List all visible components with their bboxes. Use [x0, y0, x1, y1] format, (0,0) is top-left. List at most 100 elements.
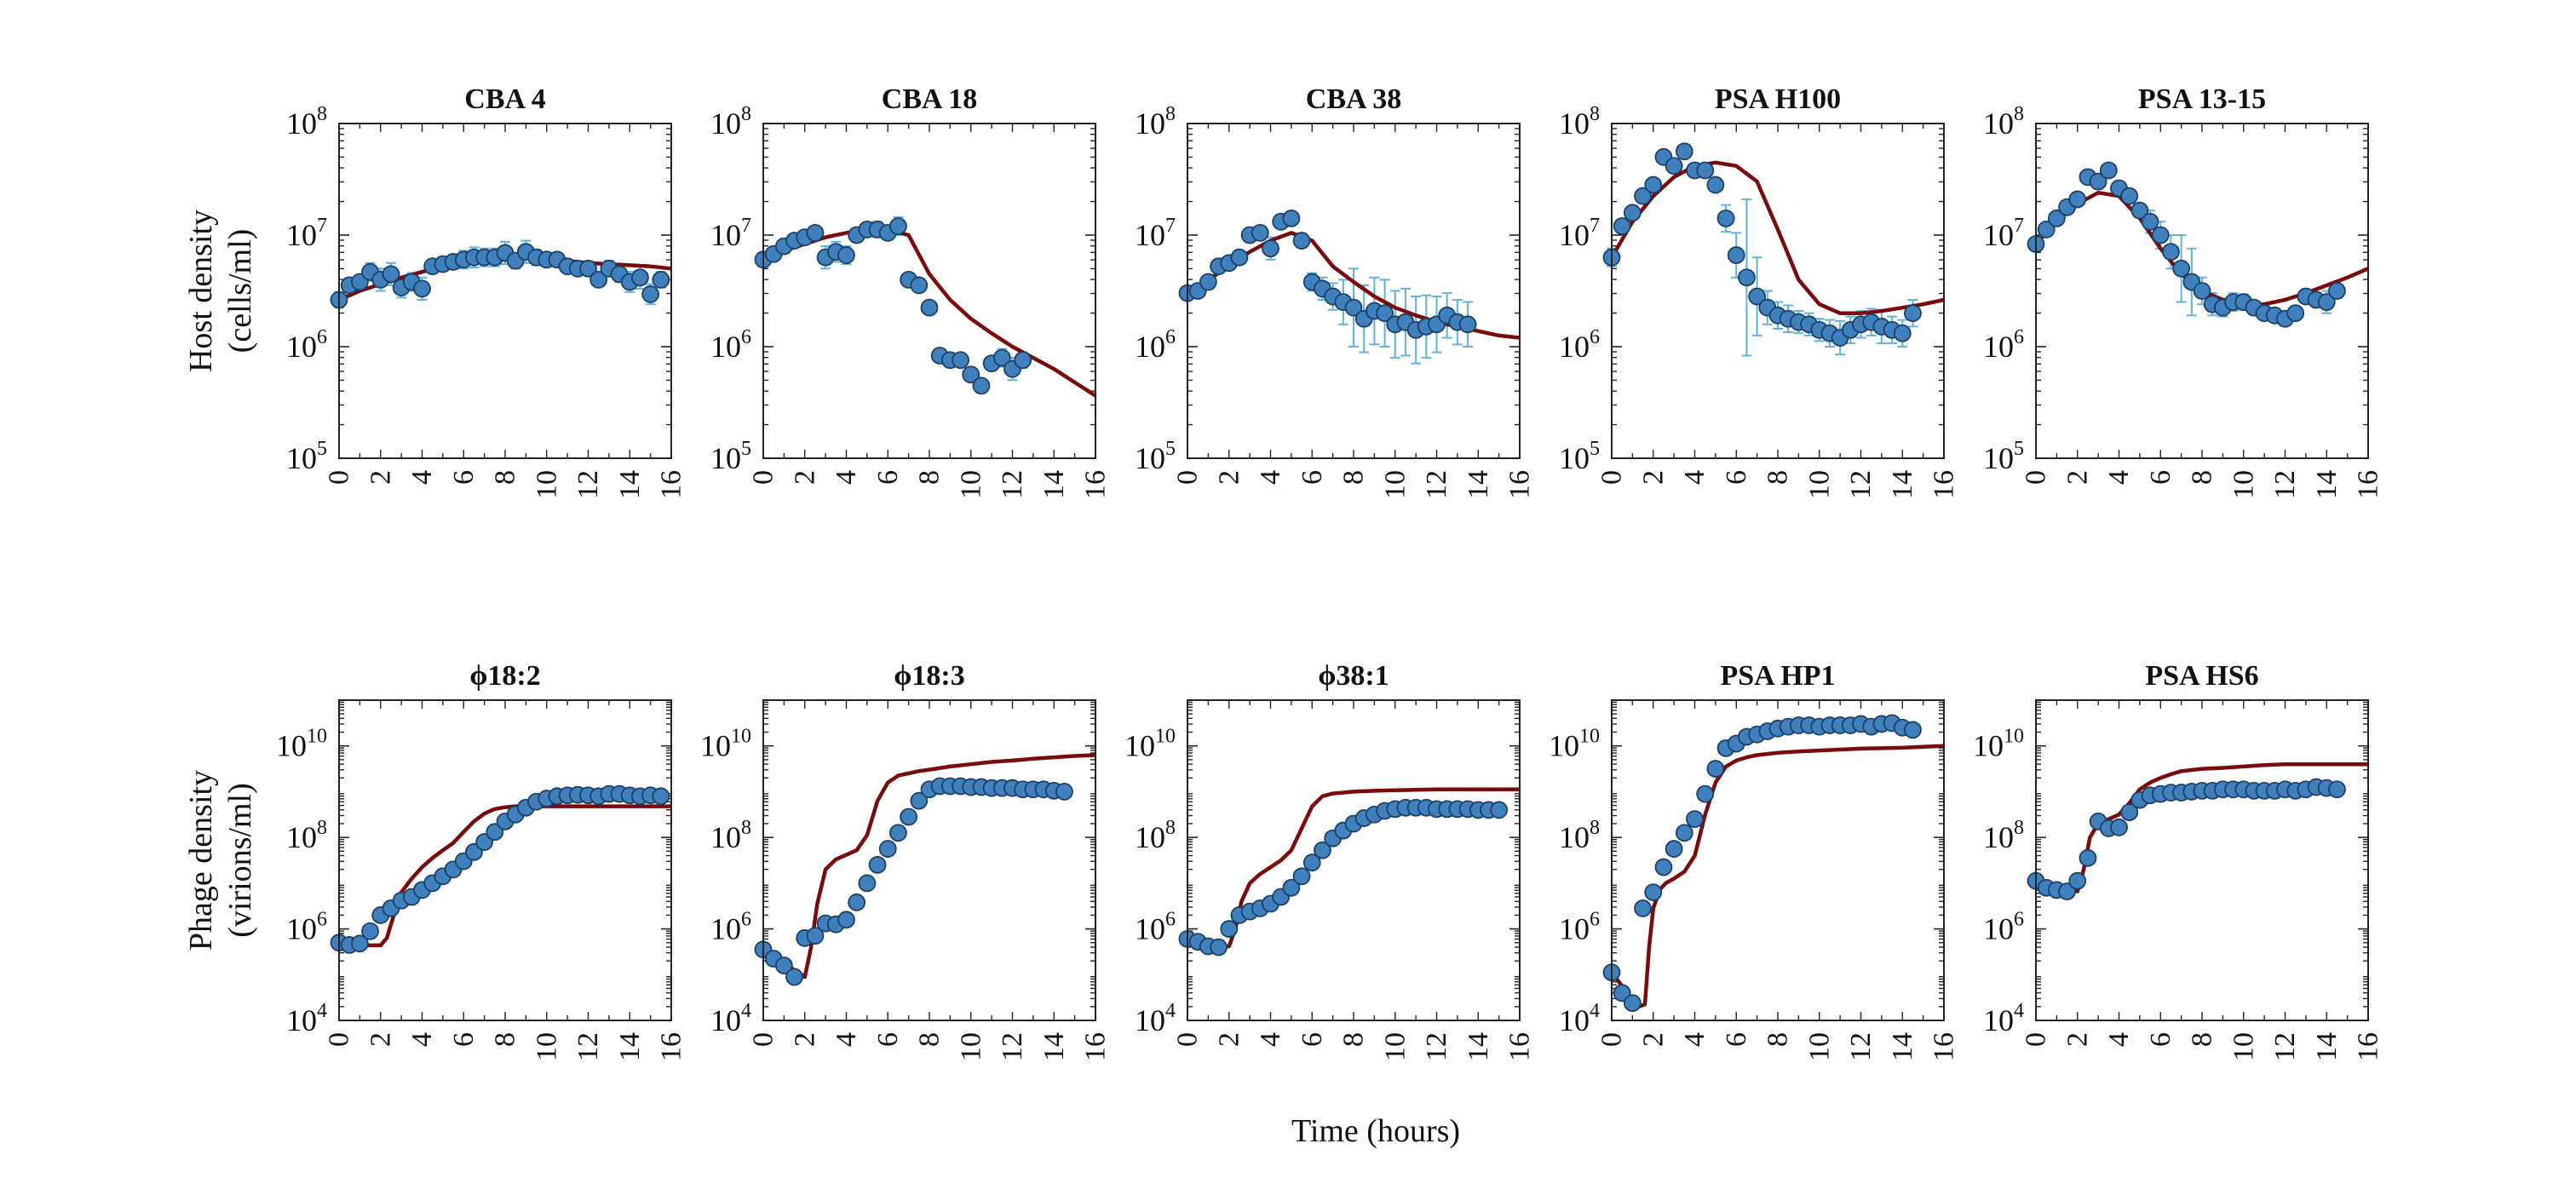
- data-point: [1696, 784, 1715, 803]
- y-tick-label: 106: [1983, 909, 2024, 946]
- y-tick-label: 106: [1559, 326, 1600, 364]
- data-point: [1748, 287, 1767, 306]
- panel-title: CBA 38: [1306, 83, 1401, 115]
- y-tick-label: 1010: [1973, 726, 2024, 763]
- model-line: [1610, 744, 1945, 1009]
- panel-title: CBA 4: [464, 83, 545, 115]
- x-tick-label: 6: [2145, 1032, 2176, 1047]
- y-tick-base: 10: [710, 820, 741, 854]
- axes-frame: [1611, 123, 1945, 459]
- y-tick-base: 10: [286, 912, 317, 946]
- y-tick-label: 106: [1559, 909, 1600, 946]
- x-tick-label: 16: [656, 470, 687, 499]
- y-tick-base: 10: [1983, 912, 2014, 946]
- y-tick-base: 10: [710, 441, 741, 475]
- y-tick-label: 1010: [1549, 726, 1600, 763]
- y-tick-exponent: 8: [2014, 817, 2024, 839]
- x-tick-label: 16: [1504, 470, 1536, 499]
- row-ylabel-2-line-1: Phage density: [183, 770, 219, 951]
- y-tick-exponent: 4: [1165, 1000, 1176, 1022]
- data-point: [2141, 212, 2159, 231]
- data-point: [1282, 878, 1301, 897]
- y-tick-base: 10: [276, 729, 307, 763]
- x-tick-label: 8: [2187, 470, 2218, 485]
- data-point: [1738, 268, 1756, 287]
- x-tick-label: 12: [572, 470, 604, 499]
- data-point: [2172, 259, 2191, 278]
- y-tick-base: 10: [286, 330, 317, 364]
- x-tick-label: 6: [1297, 1032, 1328, 1047]
- y-tick-exponent: 8: [2014, 103, 2024, 125]
- x-tick-label: 6: [448, 1032, 480, 1047]
- data-point: [1644, 883, 1663, 901]
- y-tick-exponent: 6: [2014, 326, 2024, 348]
- data-point: [900, 807, 918, 826]
- data-point: [1292, 867, 1311, 886]
- y-tick-label: 108: [286, 103, 327, 141]
- y-tick-exponent: 10: [731, 726, 751, 748]
- data-point: [1282, 209, 1301, 227]
- x-tick-label: 16: [1929, 1032, 1960, 1061]
- x-tick-label: 12: [2269, 470, 2301, 499]
- y-tick-exponent: 7: [741, 215, 751, 237]
- y-tick-label: 108: [1559, 103, 1600, 141]
- y-tick-base: 10: [710, 1003, 741, 1037]
- model-line: [1610, 160, 1945, 315]
- y-tick-label: 108: [710, 817, 751, 854]
- row-ylabel-1-line-2: (cells/ml): [222, 229, 258, 353]
- axes-frame: [2035, 123, 2369, 459]
- data-point: [486, 823, 504, 842]
- x-tick-label: 4: [831, 1032, 862, 1047]
- axes-frame: [1611, 699, 1945, 1021]
- y-tick-base: 10: [286, 1003, 317, 1037]
- y-tick-label: 104: [1135, 1000, 1176, 1037]
- y-tick-exponent: 5: [317, 438, 327, 460]
- y-tick-base: 10: [1983, 441, 2014, 475]
- y-tick-base: 10: [286, 820, 317, 854]
- data-point: [1262, 239, 1279, 258]
- y-tick-label: 104: [1559, 1000, 1600, 1037]
- x-tick-label: 12: [572, 1032, 604, 1061]
- row-labels-group: Host density (cells/ml) Phage density (viri…: [183, 210, 258, 951]
- y-tick-base: 10: [1983, 330, 2014, 364]
- y-tick-label: 1010: [276, 726, 327, 763]
- x-tick-label: 6: [1721, 1032, 1752, 1047]
- data-point: [641, 285, 660, 303]
- data-point: [878, 840, 897, 858]
- data-point: [2151, 226, 2170, 244]
- data-point: [1314, 841, 1331, 859]
- data-point: [1014, 351, 1032, 370]
- data-point: [1634, 187, 1652, 205]
- y-tick-base: 10: [286, 106, 317, 141]
- y-tick-exponent: 6: [1165, 326, 1176, 348]
- panel-title: PSA H100: [1715, 83, 1841, 115]
- x-tick-label: 0: [748, 1032, 779, 1047]
- data-point: [579, 259, 597, 278]
- data-point: [1634, 899, 1652, 917]
- axes-frame: [2035, 699, 2369, 1021]
- x-tick-label: 8: [490, 470, 521, 485]
- x-tick-label: 16: [1080, 1032, 1112, 1061]
- x-tick-label: 10: [2228, 470, 2259, 499]
- y-tick-label: 105: [1983, 438, 2024, 475]
- data-point: [1686, 810, 1704, 829]
- y-tick-label: 106: [1135, 909, 1176, 946]
- data-point: [1706, 175, 1725, 194]
- axes-frame: [762, 123, 1096, 459]
- y-tick-label: 105: [710, 438, 751, 475]
- x-tick-label: 16: [2353, 1032, 2384, 1061]
- x-tick-label: 10: [1803, 1032, 1835, 1061]
- data-point: [910, 276, 929, 295]
- axes-frame: [762, 699, 1096, 1021]
- data-point: [413, 279, 431, 298]
- y-tick-label: 108: [1559, 817, 1600, 854]
- y-tick-label: 106: [286, 326, 327, 364]
- model-line: [2035, 761, 2368, 894]
